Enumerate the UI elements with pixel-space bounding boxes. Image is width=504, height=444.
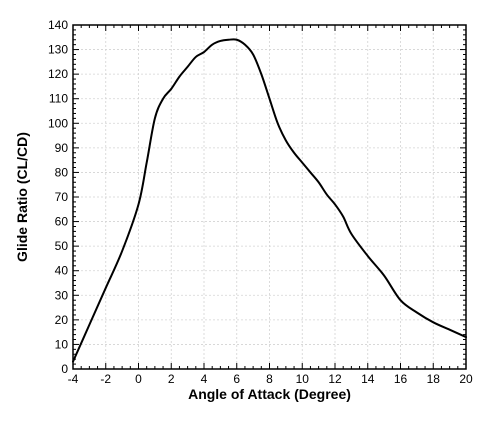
- y-tick-label: 0: [61, 362, 68, 376]
- x-tick-label: 2: [168, 372, 175, 386]
- y-tick-labels: 0 10 20 30 40 50 60 70 80 90 100 110 120 130 140: [48, 18, 68, 376]
- grid-lines: [73, 25, 466, 369]
- x-tick-label: 10: [296, 372, 310, 386]
- y-axis-title: Glide Ratio (CL/CD): [14, 132, 30, 262]
- x-tick-label: 18: [427, 372, 441, 386]
- x-tick-label: 14: [361, 372, 375, 386]
- y-tick-label: 90: [55, 141, 69, 155]
- y-tick-label: 100: [48, 116, 68, 130]
- x-axis-title: Angle of Attack (Degree): [188, 386, 351, 402]
- glide-ratio-series-line: [72, 38, 467, 363]
- x-tick-label: 16: [394, 372, 408, 386]
- y-tick-label: 130: [48, 43, 68, 57]
- y-tick-label: 140: [48, 18, 68, 32]
- y-tick-label: 10: [55, 337, 69, 351]
- x-tick-label: 12: [328, 372, 342, 386]
- x-tick-label: -4: [68, 372, 79, 386]
- y-tick-label: 30: [55, 288, 69, 302]
- x-tick-label: 6: [233, 372, 240, 386]
- x-tick-label: -2: [100, 372, 111, 386]
- x-tick-label: 0: [135, 372, 142, 386]
- y-tick-label: 80: [55, 165, 69, 179]
- x-tick-label: 8: [266, 372, 273, 386]
- y-tick-label: 120: [48, 67, 68, 81]
- plot-frame: [72, 24, 467, 370]
- y-tick-label: 110: [49, 92, 68, 106]
- x-tick-labels: -4 -2 0 2 4 6 8 10 12 14 16 18 20: [68, 372, 473, 386]
- y-tick-label: 50: [55, 239, 69, 253]
- y-tick-label: 40: [55, 264, 69, 278]
- y-tick-label: 20: [55, 313, 69, 327]
- y-tick-label: 60: [55, 215, 69, 229]
- x-tick-label: 20: [459, 372, 473, 386]
- y-tick-label: 70: [55, 190, 69, 204]
- x-tick-label: 4: [201, 372, 208, 386]
